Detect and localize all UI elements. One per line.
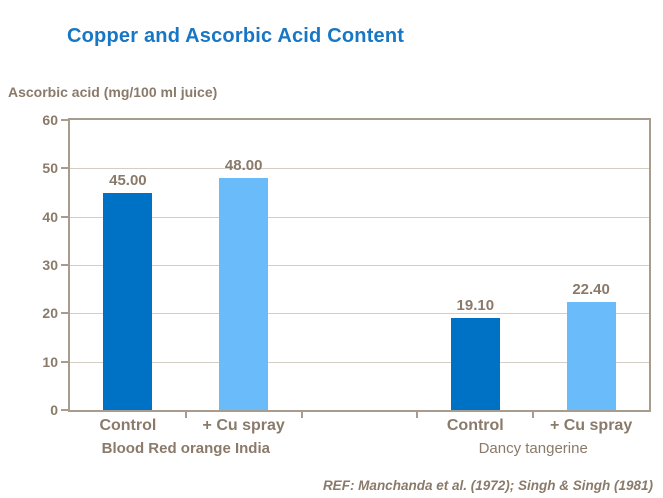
x-tick-mark <box>532 412 535 418</box>
gridline <box>70 216 649 218</box>
y-tick-label: 40 <box>42 208 58 225</box>
y-tick-label: 50 <box>42 160 58 177</box>
x-tick-mark <box>416 412 419 418</box>
y-tick-mark <box>61 360 68 363</box>
gridline <box>70 313 649 315</box>
x-tick-label: + Cu spray <box>549 417 633 434</box>
bar-value-label: 48.00 <box>224 157 263 174</box>
bar-value-label: 22.40 <box>572 280 610 298</box>
y-axis-title: Ascorbic acid (mg/100 ml juice) <box>8 84 218 100</box>
x-tick-label: Control <box>446 417 504 434</box>
bar <box>103 192 153 410</box>
y-tick-mark <box>61 119 68 121</box>
bar <box>566 301 616 410</box>
y-tick-mark <box>61 167 68 170</box>
gridline <box>70 361 649 363</box>
chart-title: Copper and Ascorbic Acid Content <box>67 25 405 47</box>
y-tick-label: 10 <box>42 353 58 370</box>
y-tick-label: 0 <box>50 402 58 418</box>
reference-text: REF: Manchanda et al. (1972); Singh & Si… <box>322 478 653 493</box>
gridline <box>70 265 649 266</box>
y-tick-mark <box>61 215 68 218</box>
x-axis-group-label: Blood Red orange India <box>101 440 270 457</box>
bar-value-label: 45.00 <box>109 171 147 189</box>
y-tick-mark <box>61 312 68 315</box>
x-tick-label: Control <box>99 417 157 434</box>
x-tick-label: + Cu spray <box>202 417 285 434</box>
plot-area <box>68 118 651 412</box>
bar <box>219 178 269 410</box>
y-tick-label: 20 <box>42 305 58 322</box>
bar-value-label: 19.10 <box>456 296 495 314</box>
bar <box>450 317 500 410</box>
x-axis-group-label: Dancy tangerine <box>478 440 588 457</box>
x-tick-mark <box>300 412 303 418</box>
gridline <box>70 168 649 170</box>
y-tick-mark <box>61 264 68 266</box>
y-tick-label: 60 <box>42 112 58 128</box>
y-tick-mark <box>61 409 68 411</box>
y-tick-label: 30 <box>42 257 58 273</box>
x-tick-mark <box>184 412 187 418</box>
